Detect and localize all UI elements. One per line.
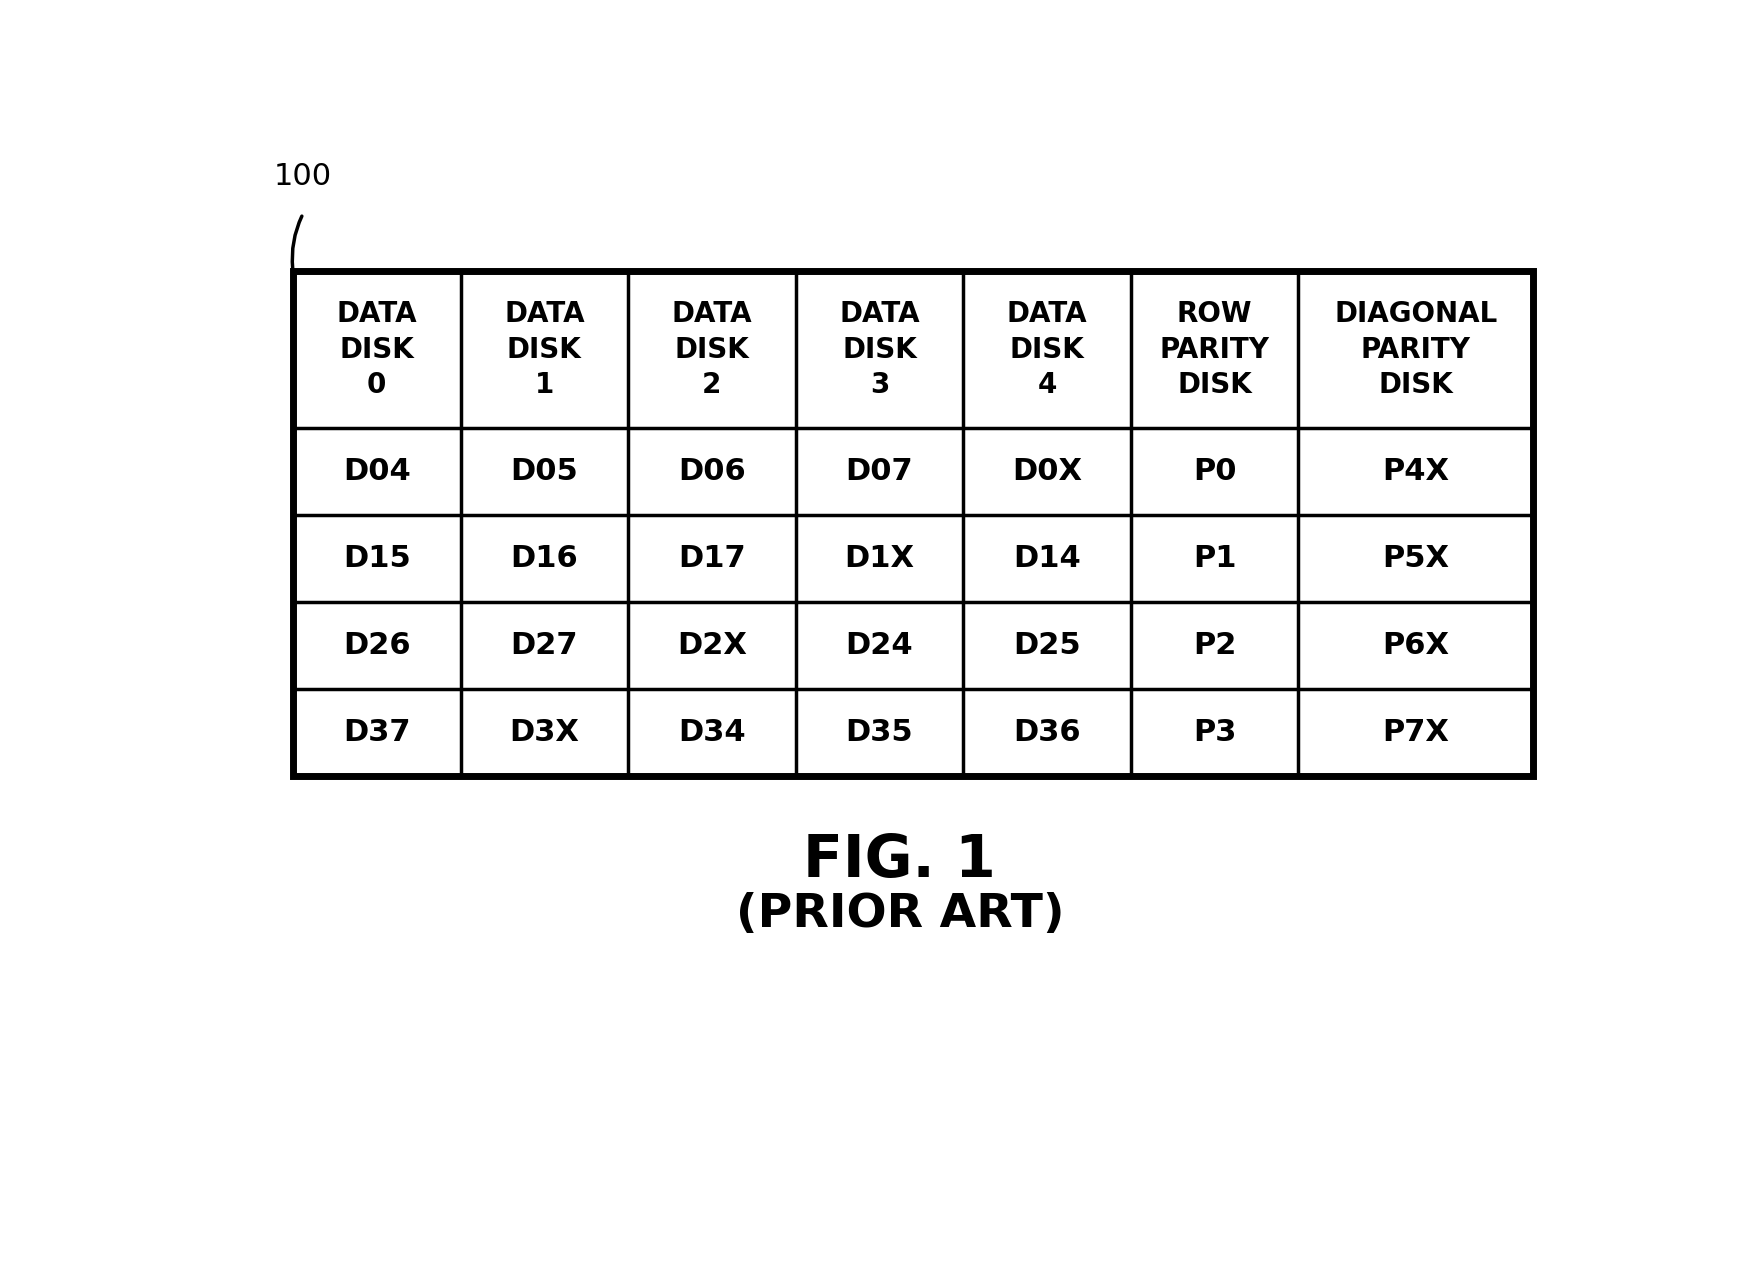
Text: D06: D06	[677, 456, 746, 485]
Text: D14: D14	[1013, 544, 1081, 573]
Text: P5X: P5X	[1383, 544, 1450, 573]
Text: D24: D24	[846, 631, 913, 660]
Text: D16: D16	[511, 544, 577, 573]
Text: D27: D27	[511, 631, 577, 660]
Text: D26: D26	[342, 631, 411, 660]
Text: P3: P3	[1193, 717, 1236, 746]
Text: FIG. 1: FIG. 1	[804, 832, 997, 889]
Text: D2X: D2X	[677, 631, 748, 660]
Text: P7X: P7X	[1383, 717, 1450, 746]
Text: DIAGONAL
PARITY
DISK: DIAGONAL PARITY DISK	[1334, 300, 1497, 399]
Text: DATA
DISK
2: DATA DISK 2	[672, 300, 753, 399]
Text: D25: D25	[1013, 631, 1081, 660]
Text: DATA
DISK
4: DATA DISK 4	[1007, 300, 1088, 399]
Text: DATA
DISK
1: DATA DISK 1	[504, 300, 584, 399]
Text: 100: 100	[274, 161, 332, 190]
Text: D15: D15	[342, 544, 411, 573]
Bar	[293, 271, 1534, 775]
Text: P1: P1	[1193, 544, 1236, 573]
Text: D0X: D0X	[1013, 456, 1083, 485]
Text: P0: P0	[1193, 456, 1236, 485]
Text: DATA
DISK
0: DATA DISK 0	[337, 300, 418, 399]
Text: D17: D17	[677, 544, 746, 573]
Text: D05: D05	[511, 456, 577, 485]
Text: D3X: D3X	[509, 717, 579, 746]
Text: (PRIOR ART): (PRIOR ART)	[735, 892, 1064, 936]
Text: DATA
DISK
3: DATA DISK 3	[839, 300, 920, 399]
Text: P4X: P4X	[1383, 456, 1450, 485]
Text: D37: D37	[342, 717, 411, 746]
Text: D04: D04	[342, 456, 411, 485]
Text: D1X: D1X	[844, 544, 914, 573]
Text: D07: D07	[846, 456, 913, 485]
Text: D35: D35	[846, 717, 913, 746]
Text: P6X: P6X	[1383, 631, 1450, 660]
Text: P2: P2	[1193, 631, 1236, 660]
Text: D34: D34	[677, 717, 746, 746]
Text: ROW
PARITY
DISK: ROW PARITY DISK	[1160, 300, 1269, 399]
Text: D36: D36	[1013, 717, 1081, 746]
